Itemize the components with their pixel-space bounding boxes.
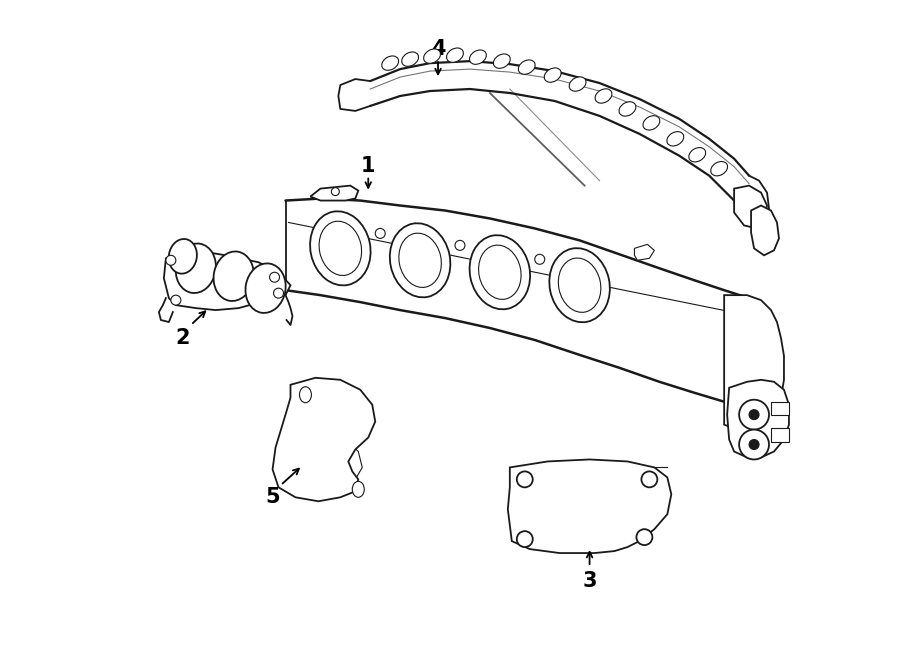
Circle shape <box>166 255 176 265</box>
Ellipse shape <box>595 89 612 103</box>
Circle shape <box>517 531 533 547</box>
Polygon shape <box>771 428 789 442</box>
Circle shape <box>375 229 385 239</box>
Polygon shape <box>727 380 789 457</box>
Ellipse shape <box>446 48 464 62</box>
Ellipse shape <box>390 223 450 297</box>
Circle shape <box>749 440 759 449</box>
Polygon shape <box>310 186 358 200</box>
Ellipse shape <box>569 77 586 91</box>
Ellipse shape <box>424 49 440 63</box>
Circle shape <box>517 471 533 487</box>
Ellipse shape <box>169 239 197 274</box>
Circle shape <box>274 288 284 298</box>
Ellipse shape <box>470 235 530 309</box>
Ellipse shape <box>176 243 216 293</box>
Polygon shape <box>771 402 789 414</box>
Ellipse shape <box>688 147 706 162</box>
Ellipse shape <box>493 54 510 68</box>
Polygon shape <box>634 245 654 260</box>
Ellipse shape <box>558 258 601 313</box>
Circle shape <box>331 188 339 196</box>
Text: 2: 2 <box>176 328 190 348</box>
Ellipse shape <box>643 116 660 130</box>
Ellipse shape <box>352 481 365 497</box>
Ellipse shape <box>382 56 399 70</box>
Ellipse shape <box>667 132 684 146</box>
Ellipse shape <box>711 161 727 176</box>
Text: 1: 1 <box>361 156 375 176</box>
Circle shape <box>270 272 280 282</box>
Ellipse shape <box>399 233 441 288</box>
Ellipse shape <box>544 68 561 82</box>
Ellipse shape <box>320 221 362 276</box>
Polygon shape <box>273 378 375 501</box>
Circle shape <box>535 254 544 264</box>
Polygon shape <box>508 459 671 553</box>
Ellipse shape <box>479 245 521 299</box>
Ellipse shape <box>213 251 254 301</box>
Ellipse shape <box>549 248 610 323</box>
Ellipse shape <box>518 60 536 74</box>
Polygon shape <box>734 186 767 229</box>
Circle shape <box>636 529 652 545</box>
Polygon shape <box>752 206 779 255</box>
Circle shape <box>739 400 769 430</box>
Polygon shape <box>164 251 291 310</box>
Text: 5: 5 <box>266 487 280 507</box>
Ellipse shape <box>300 387 311 403</box>
Circle shape <box>749 410 759 420</box>
Circle shape <box>642 471 657 487</box>
Ellipse shape <box>619 102 636 116</box>
Ellipse shape <box>246 264 285 313</box>
Text: 4: 4 <box>431 39 446 59</box>
Circle shape <box>455 241 465 251</box>
Circle shape <box>739 430 769 459</box>
Text: 3: 3 <box>582 571 597 591</box>
Ellipse shape <box>470 50 486 64</box>
Polygon shape <box>724 295 784 432</box>
Circle shape <box>171 295 181 305</box>
Ellipse shape <box>310 212 371 286</box>
Ellipse shape <box>401 52 419 66</box>
